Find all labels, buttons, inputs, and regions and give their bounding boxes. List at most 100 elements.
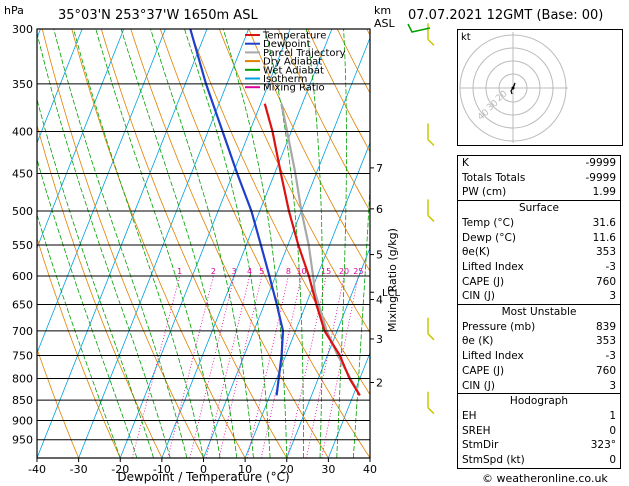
mixing-ratio-line [306, 275, 345, 458]
x-tick-label: -40 [28, 463, 46, 476]
wet-adiabat-line [150, 29, 254, 458]
surface-value: 11.6 [592, 231, 616, 244]
isotherm-line [328, 351, 370, 458]
temperature-line [263, 103, 361, 396]
mixing-ratio-label: 2 [211, 267, 216, 276]
wind-barb [427, 38, 435, 46]
pressure-tick-label: 450 [12, 167, 33, 180]
dry-adiabat-line [41, 29, 204, 458]
wet-adiabat-line [73, 29, 204, 458]
pressure-tick-label: 300 [12, 23, 33, 36]
wet-adiabat-line [95, 29, 221, 458]
x-tick-label: -10 [153, 463, 171, 476]
hodograph-value: 0 [609, 424, 616, 437]
wind-barb-top [407, 23, 431, 33]
pressure-tick-label: 900 [12, 414, 33, 427]
isotherm-line [244, 141, 370, 458]
surface-row: θe(K) 353 [458, 245, 620, 260]
isotherm-line [286, 246, 370, 458]
most-unstable-value: 760 [595, 364, 616, 377]
mixing-ratio-label: 10 [296, 267, 306, 276]
wind-barb [427, 333, 435, 341]
mixing-ratio-label: 3 [232, 267, 237, 276]
most-unstable-label: CIN (J) [462, 379, 495, 392]
mixing-ratio-label: 5 [259, 267, 264, 276]
index-label: Totals Totals [462, 171, 526, 184]
pressure-tick-label: 950 [12, 434, 33, 447]
most-unstable-label: Pressure (mb) [462, 320, 536, 333]
most-unstable-value: 353 [595, 335, 616, 348]
hodograph-table-title: Hodograph [509, 395, 569, 408]
dewpoint-line [189, 29, 285, 396]
isotherm-line [161, 29, 333, 458]
mixing-ratio-line [131, 275, 181, 458]
pressure-tick-label: 850 [12, 394, 33, 407]
indices-table: K -9999 Totals Totals -9999 PW (cm) 1.99 Surf… [457, 155, 621, 469]
km-unit-label: km [374, 4, 391, 17]
mixing-ratio-line [218, 275, 263, 458]
surface-row: Temp (°C) 31.6 [458, 216, 620, 231]
dry-adiabat-line [248, 29, 370, 272]
wind-barb [427, 407, 435, 415]
legend-label: Wet Adiabat [263, 65, 324, 76]
x-axis-label: Dewpoint / Temperature (°C) [117, 470, 289, 484]
surface-value: 353 [595, 246, 616, 259]
x-tick-label: 30 [321, 463, 335, 476]
pressure-tick-label: 350 [12, 78, 33, 91]
dry-adiabat-line [218, 29, 370, 334]
most-unstable-value: -3 [605, 350, 616, 363]
hodograph-label: StmDir [462, 439, 499, 452]
hodograph-value: 1 [609, 409, 616, 422]
x-tick-label: -30 [70, 463, 88, 476]
isotherm-line [203, 36, 370, 458]
mixing-ratio-line [260, 275, 302, 458]
dry-adiabat-line [277, 29, 370, 212]
parcel-trajectory-line [280, 103, 361, 396]
hodograph-unit-label: kt [461, 32, 471, 43]
hodograph-box: Hodograph EH 1 SREH 0 StmDir 323° StmSpd (kt) 0 [457, 393, 621, 469]
surface-value: 3 [609, 290, 616, 303]
hodograph-row: EH 1 [458, 409, 620, 424]
legend-label: Mixing Ratio [263, 83, 325, 94]
wet-adiabat-line [305, 29, 323, 458]
x-tick-label: 0 [200, 463, 207, 476]
index-value: -9999 [585, 157, 616, 169]
wet-adiabat-line [336, 29, 347, 458]
index-value: -9999 [585, 171, 616, 184]
km-tick-label: 5 [376, 249, 383, 262]
most-unstable-row: CIN (J) 3 [458, 379, 620, 394]
km-tick-label: 3 [376, 333, 383, 346]
hodograph-trace [510, 82, 516, 95]
pressure-tick-label: 600 [12, 270, 33, 283]
legend-label: Temperature [262, 31, 326, 42]
wet-adiabat-line [53, 29, 188, 458]
x-tick-label: -20 [111, 463, 129, 476]
dry-adiabat-line [100, 29, 288, 458]
pressure-tick-label: 800 [12, 372, 33, 385]
mixing-ratio-line [167, 275, 214, 458]
hpa-unit-label: hPa [4, 4, 24, 17]
wet-adiabat-line [222, 29, 288, 458]
mixing-ratio-line [286, 275, 327, 458]
mixing-ratio-label: 20 [339, 267, 349, 276]
wet-adiabat-line [352, 179, 370, 458]
pressure-tick-label: 550 [12, 239, 33, 252]
datetime-title: 07.07.2021 12GMT (Base: 00) [408, 8, 604, 23]
surface-value: -3 [605, 260, 616, 273]
surface-value: 31.6 [592, 216, 616, 229]
x-tick-label: 10 [238, 463, 252, 476]
surface-row: Lifted Index -3 [458, 260, 620, 275]
mixing-ratio-label: 8 [286, 267, 291, 276]
hodograph-value: 323° [590, 439, 616, 452]
index-row: K -9999 [458, 156, 620, 171]
surface-value: 760 [595, 275, 616, 288]
pressure-tick-label: 750 [12, 349, 33, 362]
mixing-ratio-line [205, 275, 250, 458]
dry-adiabat-line [37, 347, 79, 458]
surface-label: CIN (J) [462, 290, 495, 303]
wet-adiabat-line [264, 29, 304, 458]
index-row: Totals Totals -9999 [458, 171, 620, 186]
index-label: K [462, 157, 469, 169]
wet-adiabat-line [37, 31, 171, 458]
